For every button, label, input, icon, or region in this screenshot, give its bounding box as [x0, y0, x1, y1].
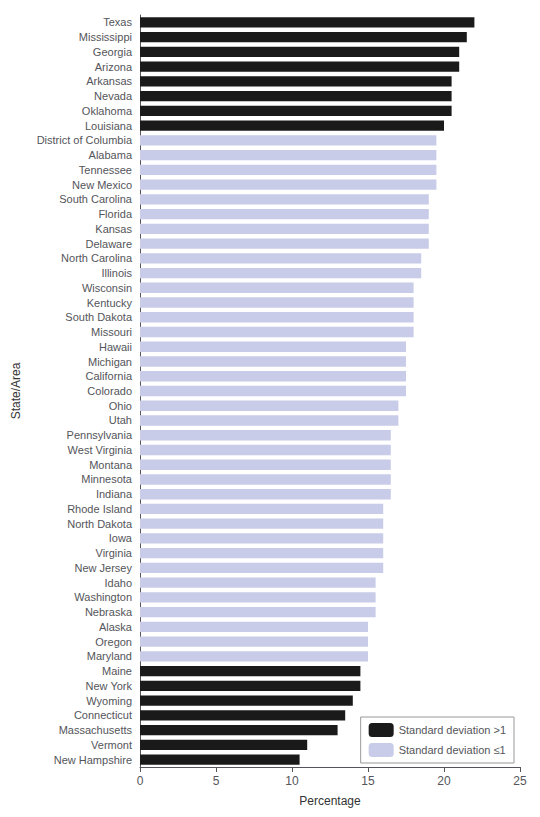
svg-text:Florida: Florida — [98, 208, 133, 220]
svg-text:Iowa: Iowa — [109, 532, 133, 544]
svg-text:5: 5 — [213, 774, 220, 788]
svg-text:Idaho: Idaho — [104, 577, 132, 589]
svg-text:15: 15 — [361, 774, 375, 788]
svg-text:District of Columbia: District of Columbia — [37, 134, 133, 146]
svg-text:Virginia: Virginia — [96, 547, 133, 559]
svg-text:New Mexico: New Mexico — [72, 179, 132, 191]
svg-text:Vermont: Vermont — [91, 739, 132, 751]
svg-text:Ohio: Ohio — [109, 400, 132, 412]
svg-text:Missouri: Missouri — [91, 326, 132, 338]
svg-text:Indiana: Indiana — [96, 488, 133, 500]
svg-text:Utah: Utah — [109, 414, 132, 426]
svg-text:Illinois: Illinois — [101, 267, 132, 279]
svg-text:Standard deviation ≤1: Standard deviation ≤1 — [399, 744, 506, 756]
svg-text:Alabama: Alabama — [89, 149, 133, 161]
svg-text:Standard deviation >1: Standard deviation >1 — [399, 724, 506, 736]
svg-text:South Carolina: South Carolina — [59, 193, 133, 205]
svg-text:Alaska: Alaska — [99, 621, 133, 633]
svg-text:Kentucky: Kentucky — [87, 297, 133, 309]
svg-text:Maine: Maine — [102, 665, 132, 677]
svg-text:Delaware: Delaware — [86, 238, 132, 250]
svg-text:Oregon: Oregon — [95, 636, 132, 648]
svg-text:New York: New York — [86, 680, 133, 692]
svg-text:Nebraska: Nebraska — [85, 606, 133, 618]
svg-text:Kansas: Kansas — [95, 223, 132, 235]
svg-text:North Carolina: North Carolina — [61, 252, 133, 264]
svg-text:10: 10 — [285, 774, 299, 788]
svg-text:California: California — [86, 370, 133, 382]
svg-text:25: 25 — [513, 774, 527, 788]
svg-text:Connecticut: Connecticut — [74, 709, 132, 721]
svg-text:Wyoming: Wyoming — [86, 695, 132, 707]
svg-text:Maryland: Maryland — [87, 650, 132, 662]
svg-text:State/Area: State/Area — [9, 362, 23, 419]
svg-text:South Dakota: South Dakota — [65, 311, 133, 323]
svg-text:Arizona: Arizona — [95, 61, 133, 73]
svg-text:Arkansas: Arkansas — [86, 75, 132, 87]
svg-text:Pennsylvania: Pennsylvania — [67, 429, 133, 441]
svg-text:Rhode Island: Rhode Island — [67, 503, 132, 515]
svg-text:Wisconsin: Wisconsin — [82, 282, 132, 294]
svg-text:Massachusetts: Massachusetts — [59, 724, 133, 736]
svg-text:Colorado: Colorado — [87, 385, 132, 397]
svg-text:Washington: Washington — [74, 591, 132, 603]
svg-text:Minnesota: Minnesota — [81, 473, 133, 485]
svg-text:Georgia: Georgia — [93, 46, 133, 58]
svg-text:20: 20 — [437, 774, 451, 788]
svg-text:Nevada: Nevada — [94, 90, 133, 102]
svg-text:Texas: Texas — [103, 16, 132, 28]
svg-text:Tennessee: Tennessee — [79, 164, 132, 176]
svg-text:North Dakota: North Dakota — [67, 518, 133, 530]
svg-text:Oklahoma: Oklahoma — [82, 105, 133, 117]
svg-text:Louisiana: Louisiana — [85, 120, 133, 132]
svg-text:0: 0 — [137, 774, 144, 788]
svg-text:Michigan: Michigan — [88, 356, 132, 368]
svg-text:New Jersey: New Jersey — [75, 562, 133, 574]
svg-text:Mississippi: Mississippi — [79, 31, 132, 43]
svg-text:Montana: Montana — [89, 459, 133, 471]
svg-text:New Hampshire: New Hampshire — [54, 754, 132, 766]
svg-text:Percentage: Percentage — [299, 794, 361, 808]
svg-text:Hawaii: Hawaii — [99, 341, 132, 353]
svg-text:West Virginia: West Virginia — [68, 444, 133, 456]
